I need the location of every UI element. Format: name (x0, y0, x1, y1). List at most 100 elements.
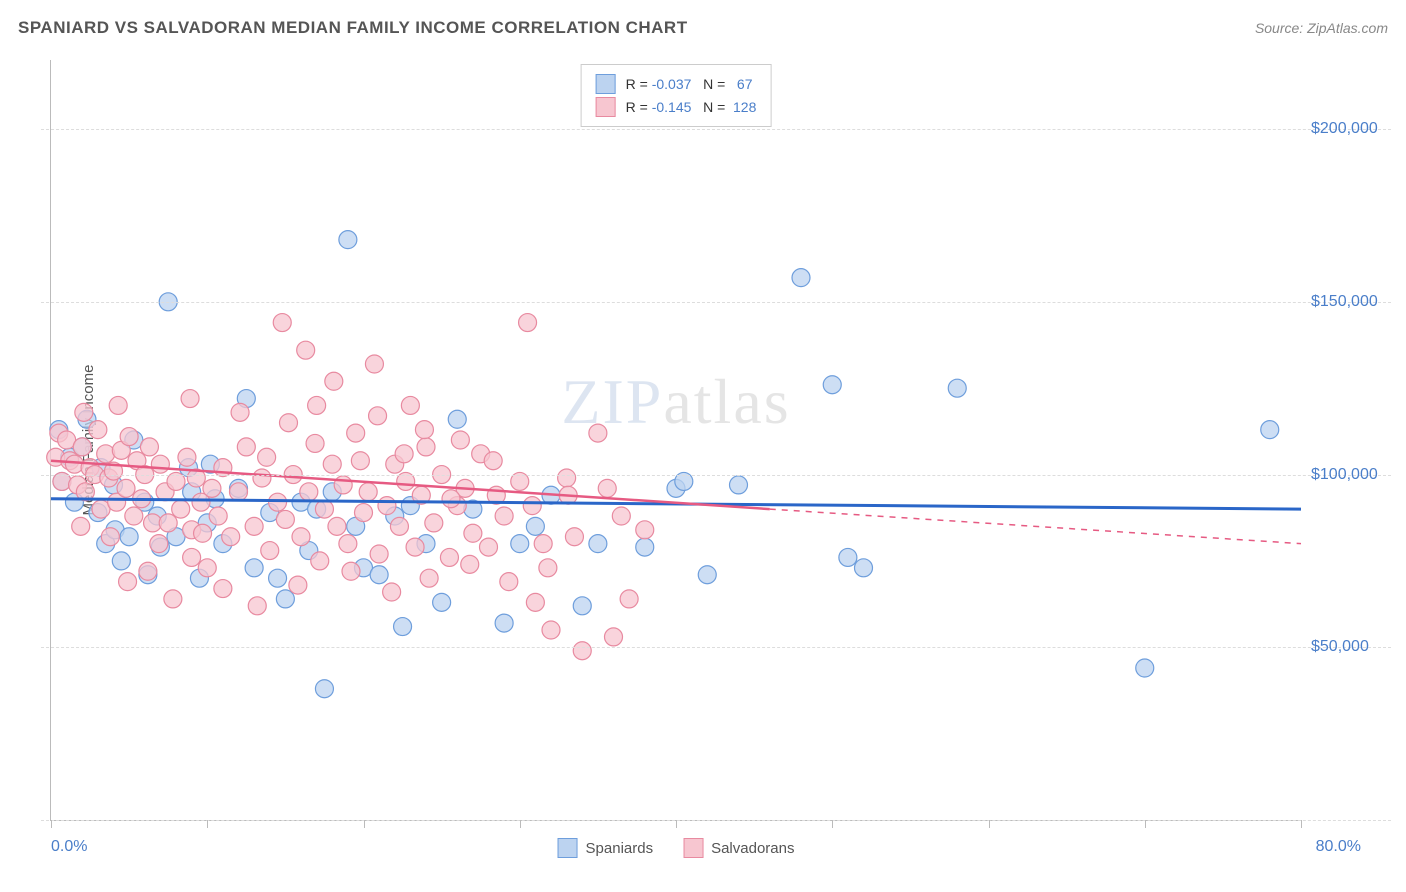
data-point (526, 593, 544, 611)
legend-swatch (596, 97, 616, 117)
data-point (311, 552, 329, 570)
x-max-label: 80.0% (1316, 838, 1361, 856)
data-point (792, 269, 810, 287)
data-point (573, 642, 591, 660)
data-point (406, 538, 424, 556)
data-point (183, 548, 201, 566)
data-point (573, 597, 591, 615)
plot-svg (51, 60, 1301, 820)
x-tick (520, 820, 521, 828)
x-tick (676, 820, 677, 828)
legend-label: Salvadorans (711, 840, 794, 857)
gridline (41, 820, 1391, 821)
data-point (636, 538, 654, 556)
data-point (383, 583, 401, 601)
y-tick-label: $100,000 (1311, 466, 1378, 484)
data-point (565, 528, 583, 546)
data-point (401, 396, 419, 414)
data-point (178, 448, 196, 466)
x-tick (51, 820, 52, 828)
data-point (289, 576, 307, 594)
data-point (370, 545, 388, 563)
data-point (420, 569, 438, 587)
chart-container: ZIPatlas Median Family Income R = -0.037… (50, 60, 1300, 820)
data-point (325, 372, 343, 390)
data-point (328, 517, 346, 535)
x-tick (1301, 820, 1302, 828)
data-point (172, 500, 190, 518)
data-point (97, 445, 115, 463)
data-point (269, 569, 287, 587)
data-point (359, 483, 377, 501)
correlation-legend: R = -0.037 N = 67 R = -0.145 N = 128 (581, 64, 772, 127)
data-point (334, 476, 352, 494)
data-point (823, 376, 841, 394)
data-point (214, 580, 232, 598)
data-point (511, 535, 529, 553)
data-point (948, 379, 966, 397)
data-point (347, 424, 365, 442)
legend-row: R = -0.037 N = 67 (596, 74, 757, 94)
y-tick-label: $150,000 (1311, 293, 1378, 311)
data-point (72, 517, 90, 535)
data-point (245, 517, 263, 535)
x-tick (989, 820, 990, 828)
x-tick (207, 820, 208, 828)
data-point (339, 535, 357, 553)
data-point (203, 479, 221, 497)
data-point (269, 493, 287, 511)
trend-line-extrapolated (770, 509, 1301, 544)
data-point (370, 566, 388, 584)
data-point (109, 396, 127, 414)
data-point (855, 559, 873, 577)
x-min-label: 0.0% (51, 838, 87, 856)
data-point (308, 396, 326, 414)
data-point (464, 524, 482, 542)
data-point (89, 421, 107, 439)
data-point (276, 510, 294, 528)
legend-row: R = -0.145 N = 128 (596, 97, 757, 117)
data-point (120, 528, 138, 546)
data-point (534, 535, 552, 553)
plot-area: ZIPatlas Median Family Income R = -0.037… (50, 60, 1301, 821)
data-point (417, 438, 435, 456)
data-point (448, 410, 466, 428)
data-point (280, 414, 298, 432)
data-point (276, 590, 294, 608)
gridline (41, 475, 1391, 476)
data-point (75, 403, 93, 421)
data-point (1261, 421, 1279, 439)
chart-header: SPANIARD VS SALVADORAN MEDIAN FAMILY INC… (18, 18, 1388, 38)
data-point (698, 566, 716, 584)
data-point (461, 555, 479, 573)
data-point (519, 314, 537, 332)
y-tick-label: $50,000 (1311, 638, 1369, 656)
data-point (273, 314, 291, 332)
data-point (612, 507, 630, 525)
data-point (365, 355, 383, 373)
data-point (315, 500, 333, 518)
data-point (237, 438, 255, 456)
legend-item: Salvadorans (683, 838, 794, 858)
data-point (351, 452, 369, 470)
data-point (542, 621, 560, 639)
data-point (150, 535, 168, 553)
data-point (839, 548, 857, 566)
source-label: Source: ZipAtlas.com (1255, 20, 1388, 36)
gridline (41, 302, 1391, 303)
data-point (164, 590, 182, 608)
data-point (139, 562, 157, 580)
data-point (261, 542, 279, 560)
data-point (495, 614, 513, 632)
legend-stats: R = -0.037 N = 67 (626, 76, 753, 92)
data-point (636, 521, 654, 539)
data-point (523, 497, 541, 515)
data-point (355, 504, 373, 522)
data-point (558, 469, 576, 487)
data-point (101, 528, 119, 546)
data-point (395, 445, 413, 463)
data-point (440, 548, 458, 566)
data-point (73, 438, 91, 456)
data-point (222, 528, 240, 546)
y-tick-label: $200,000 (1311, 120, 1378, 138)
